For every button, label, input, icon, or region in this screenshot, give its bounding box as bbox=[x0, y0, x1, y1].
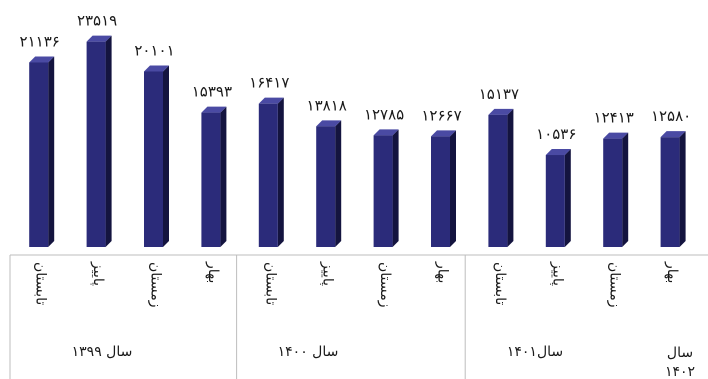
bar-front bbox=[86, 41, 106, 247]
bar-front bbox=[660, 137, 680, 247]
bar-top bbox=[29, 56, 55, 63]
category-label: پاییز bbox=[320, 261, 336, 286]
category-label: بهار bbox=[205, 261, 221, 283]
bar-front bbox=[316, 126, 336, 247]
category-label: تابستان bbox=[33, 262, 49, 305]
bar-side bbox=[564, 149, 571, 247]
category-label: تابستان bbox=[262, 262, 278, 305]
value-label: ۱۲۶۶۷ bbox=[421, 106, 461, 124]
bar-side bbox=[105, 35, 112, 247]
group-labels-layer: سال ۱۳۹۹ سال ۱۴۰۰ سال۱۴۰۱ سال ۱۴۰۲ bbox=[72, 344, 695, 379]
bar-side bbox=[507, 108, 514, 247]
bar bbox=[431, 130, 456, 247]
category-label: بهار bbox=[435, 261, 451, 283]
category-label: زمستان bbox=[148, 262, 164, 308]
bar-top bbox=[258, 97, 284, 104]
bar-side bbox=[163, 65, 169, 247]
bar-top bbox=[373, 129, 399, 136]
bar-top bbox=[86, 35, 112, 42]
category-label: پاییز bbox=[549, 261, 565, 286]
value-label: ۱۳۸۱۸ bbox=[307, 96, 347, 114]
group-label: سال ۱۴۰۲ bbox=[665, 345, 695, 379]
bar-front bbox=[29, 62, 49, 247]
category-axis bbox=[9, 254, 708, 379]
bars-layer bbox=[29, 35, 686, 247]
bar-top bbox=[488, 108, 514, 115]
value-label: ۱۵۱۳۷ bbox=[479, 85, 519, 103]
bar-side bbox=[450, 130, 456, 247]
category-label: تابستان bbox=[492, 262, 508, 305]
bar bbox=[488, 108, 514, 247]
bar-side bbox=[335, 120, 342, 247]
bar bbox=[660, 131, 686, 247]
bar-front bbox=[373, 135, 393, 247]
bar-side bbox=[679, 131, 686, 247]
bar-side bbox=[220, 106, 227, 247]
bar-side bbox=[48, 56, 55, 247]
value-label: ۱۲۴۱۳ bbox=[594, 109, 634, 127]
value-label: ۱۲۵۸۰ bbox=[651, 107, 691, 125]
bar-front bbox=[603, 138, 623, 247]
value-label: ۱۶۴۱۷ bbox=[249, 74, 289, 92]
bar bbox=[201, 106, 227, 247]
bar-front bbox=[545, 155, 565, 247]
bar bbox=[86, 35, 112, 247]
bar-top bbox=[431, 130, 456, 137]
value-label: ۱۰۵۳۶ bbox=[536, 125, 576, 143]
bar-side bbox=[277, 97, 284, 247]
value-label: ۱۲۷۸۵ bbox=[364, 105, 404, 123]
bar-top bbox=[201, 106, 227, 113]
group-label: سال ۱۳۹۹ bbox=[72, 344, 133, 360]
bar bbox=[373, 129, 399, 247]
bar-top bbox=[603, 132, 629, 139]
bar bbox=[258, 97, 284, 247]
bar-side bbox=[392, 129, 399, 247]
bar-top bbox=[316, 120, 342, 127]
bar-front bbox=[201, 112, 221, 247]
bar bbox=[316, 120, 342, 247]
category-label: زمستان bbox=[377, 262, 393, 308]
bar bbox=[603, 132, 629, 247]
bar-front bbox=[488, 114, 508, 247]
category-label: بهار bbox=[664, 261, 680, 283]
bar-top bbox=[144, 65, 169, 72]
value-label: ۲۱۱۳۶ bbox=[20, 32, 60, 50]
bar-front bbox=[258, 103, 278, 247]
category-labels-layer: تابستان پاییز زمستان بهار تابستان پاییز زمستان… bbox=[33, 261, 680, 308]
bar-top bbox=[660, 131, 686, 138]
value-label: ۱۵۳۹۳ bbox=[192, 83, 232, 101]
value-labels-layer: ۲۱۱۳۶ ۲۳۵۱۹ ۲۰۱۰۱ ۱۵۳۹۳ ۱۶۴۱۷ ۱۳۸۱۸ ۱۲۷۸۵ ۱۲۶۶۷… bbox=[20, 12, 692, 143]
bar-side bbox=[622, 132, 629, 247]
bar bbox=[545, 149, 571, 247]
category-label: پاییز bbox=[90, 261, 106, 286]
bar-front bbox=[431, 136, 450, 247]
value-label: ۲۳۵۱۹ bbox=[77, 12, 117, 30]
group-label: سال ۱۴۰۰ bbox=[278, 344, 339, 360]
value-label: ۲۰۱۰۱ bbox=[134, 42, 174, 60]
bar bbox=[144, 65, 169, 247]
bar-front bbox=[144, 71, 163, 247]
group-label: سال۱۴۰۱ bbox=[507, 344, 563, 360]
bar-top bbox=[545, 149, 571, 156]
bar bbox=[29, 56, 55, 247]
category-label: زمستان bbox=[607, 262, 623, 308]
